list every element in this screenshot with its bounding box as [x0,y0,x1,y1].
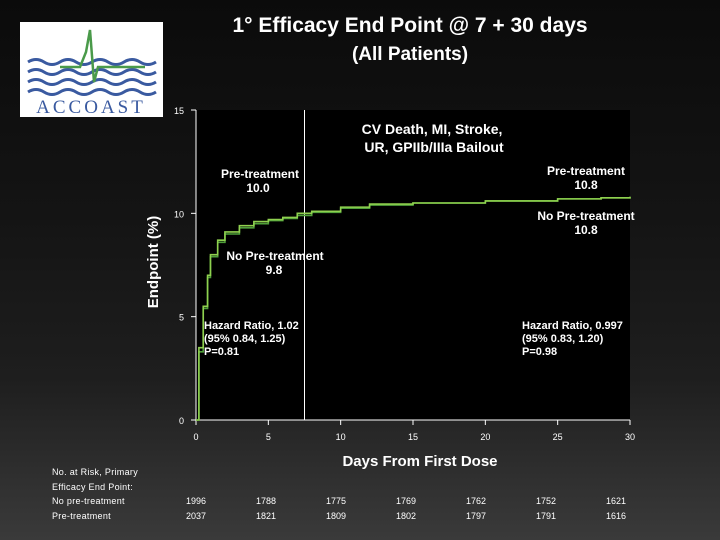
risk-value-no-pre-treatment: 1788 [255,496,277,506]
slide-title: 1° Efficacy End Point @ 7 + 30 days [232,14,588,37]
accoast-logo: ACCOAST [20,22,163,117]
left-pre-treatment-annotation: Pre-treatment 10.0 [221,167,299,195]
y-ticks: 0 5 10 15 [174,106,196,426]
right-pre-treatment-label: Pre-treatment [547,164,625,178]
plot-area [196,110,630,420]
risk-value-no-pre-treatment: 1752 [535,496,557,506]
risk-column: 1788 1821 [236,494,296,524]
x-tick-label: 20 [480,432,490,442]
x-tick-label: 10 [336,432,346,442]
risk-column: 1775 1809 [306,494,366,524]
x-tick-label: 25 [553,432,563,442]
right-hazard-p: P=0.98 [522,346,557,358]
left-hazard-p: P=0.81 [204,346,239,358]
risk-table-header: No. at Risk, Primary Efficacy End Point:… [52,465,138,523]
right-hazard-annotation: Hazard Ratio, 0.997 (95% 0.83, 1.20) P=0… [522,320,623,358]
risk-value-pre-treatment: 1809 [325,511,347,521]
risk-header-line: No. at Risk, Primary [52,467,139,477]
risk-value-no-pre-treatment: 1996 [185,496,207,506]
risk-value-pre-treatment: 1802 [395,511,417,521]
right-pre-treatment-annotation: Pre-treatment 10.8 [547,164,625,192]
risk-column: 1769 1802 [376,494,436,524]
x-tick-label: 15 [408,432,418,442]
right-pre-treatment-value: 10.8 [574,178,598,192]
logo-wordmark: ACCOAST [36,97,146,117]
risk-value-pre-treatment: 2037 [185,511,207,521]
curves [196,196,631,421]
risk-row-label-pre-treatment: Pre-treatment [52,510,111,521]
x-axis-label: Days From First Dose [342,453,497,470]
right-no-pre-treatment-value: 10.8 [574,223,598,237]
logo-ecg-line [60,29,145,83]
risk-value-no-pre-treatment: 1621 [605,496,627,506]
risk-header-line: Efficacy End Point: [52,481,134,492]
y-tick-label: 0 [179,416,184,426]
right-hazard-ratio: Hazard Ratio, 0.997 [522,320,623,332]
y-tick-label: 5 [179,313,184,323]
left-no-pre-treatment-value: 9.8 [266,263,283,277]
risk-value-no-pre-treatment: 1775 [325,496,347,506]
left-pre-treatment-value: 10.0 [246,181,270,195]
risk-value-no-pre-treatment: 1762 [465,496,487,506]
endpoint-label: CV Death, MI, Stroke, UR, GPIIb/IIIa Bai… [362,121,507,155]
curve-pre-treatment [196,196,631,421]
risk-column: 1752 1791 [516,494,576,524]
right-no-pre-treatment-label: No Pre-treatment [537,209,634,223]
x-ticks: 0 5 10 15 20 25 30 [193,420,635,442]
slide-subtitle: (All Patients) [351,44,469,65]
left-no-pre-treatment-label: No Pre-treatment [226,249,323,263]
risk-value-no-pre-treatment: 1769 [395,496,417,506]
left-hazard-annotation: Hazard Ratio, 1.02 (95% 0.84, 1.25) P=0.… [204,320,299,358]
risk-row-label-no-pre-treatment: No pre-treatment [52,496,125,506]
risk-column: 1762 1797 [446,494,506,524]
left-hazard-ratio: Hazard Ratio, 1.02 [204,320,299,332]
y-tick-label: 15 [174,106,184,116]
risk-column: 1996 2037 [166,494,226,524]
right-hazard-ci: (95% 0.83, 1.20) [522,333,604,345]
risk-value-pre-treatment: 1616 [605,511,627,521]
left-hazard-ci: (95% 0.84, 1.25) [204,333,286,345]
x-tick-label: 5 [266,432,271,442]
left-pre-treatment-label: Pre-treatment [221,167,299,181]
risk-value-pre-treatment: 1821 [255,511,277,521]
risk-value-pre-treatment: 1791 [535,511,557,521]
left-no-pre-treatment-annotation: No Pre-treatment 9.8 [226,249,323,277]
risk-column: 1621 1616 [586,494,646,524]
y-tick-label: 10 [174,209,184,219]
risk-value-pre-treatment: 1797 [465,511,487,521]
x-tick-label: 0 [193,432,198,442]
y-axis-label: Endpoint (%) [145,216,162,308]
x-tick-label: 30 [625,432,635,442]
right-no-pre-treatment-annotation: No Pre-treatment 10.8 [537,209,634,237]
